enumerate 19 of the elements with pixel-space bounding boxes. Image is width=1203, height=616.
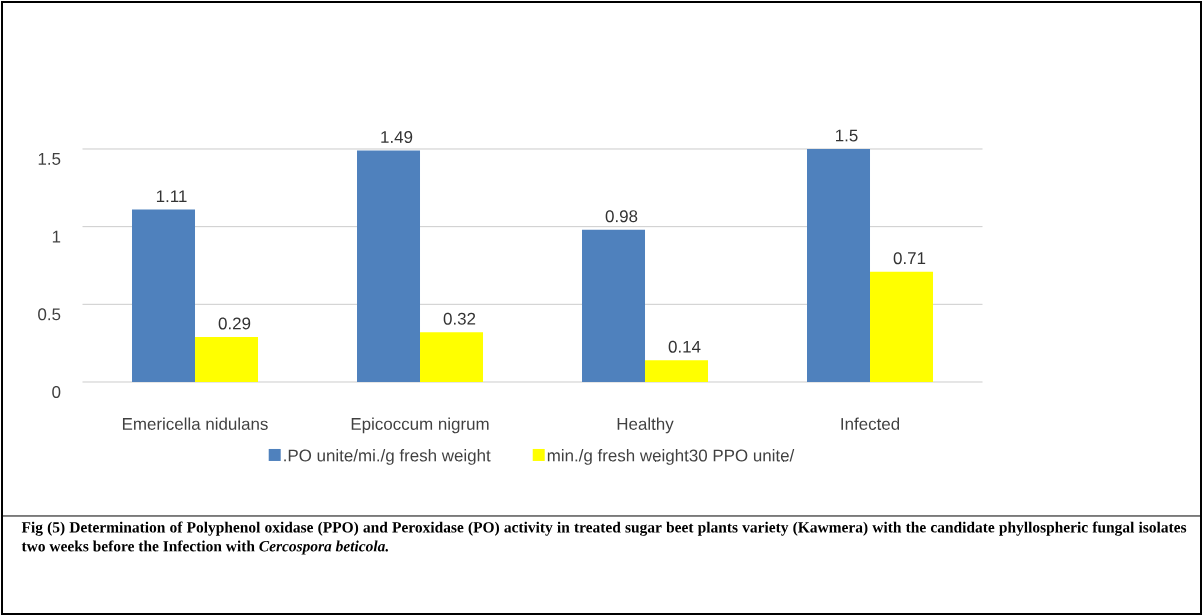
data-label: 1.49 [381,131,413,144]
data-label: 0.32 [443,312,476,325]
data-label: 0.71 [893,252,926,265]
x-tick-label: Healthy [617,417,674,434]
legend-label: min./g fresh weight30 PPO unite/ [547,449,795,465]
y-tick-label: 1.5 [38,153,61,165]
y-tick-label: 0.5 [38,308,61,321]
legend-label: .PO unite/mi./g fresh weight [284,449,491,465]
x-tick-label: Epicoccum nigrum [351,417,489,434]
x-tick-label: Emericella nidulans [122,417,268,430]
data-label: 0.98 [605,210,638,223]
x-tick-label: Infected [841,417,900,430]
y-tick-label: 1 [52,230,61,243]
data-label: 1.5 [836,129,858,142]
text: Fig (5) Determination of Polyphenol oxidase (PPO) and Peroxidase (PO) activity in treated sugar beet plants variety (Kawmera) with the candidate phyllospheric fungal isolates two weeks before the Infection with Cercospora beticola. [21,521,1187,555]
data-label: 0.29 [218,317,251,330]
data-label: 1.11 [156,190,187,203]
y-tick-label: 0 [52,385,61,398]
data-label: 0.14 [668,340,701,353]
